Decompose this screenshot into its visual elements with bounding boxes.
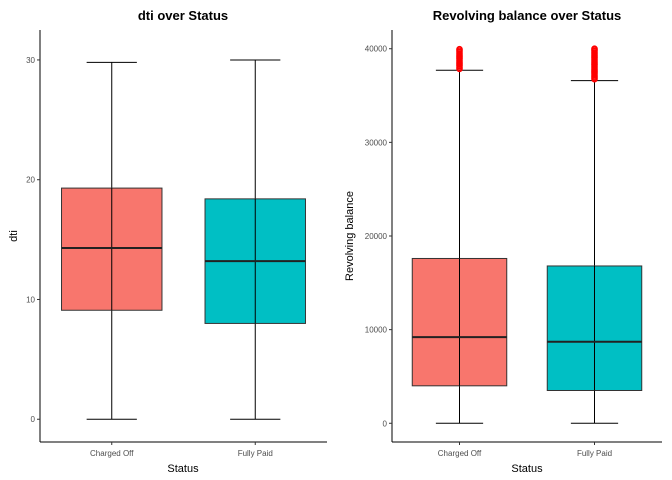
y-axis-title: dti [8,230,20,242]
outlier-point [456,45,463,53]
y-tick-label: 30 [26,56,35,65]
x-tick-label: Fully Paid [238,449,273,458]
y-tick-label: 10 [26,295,35,304]
boxplot-charged-off [411,45,508,424]
y-axis-title: Revolving balance [344,191,356,281]
y-tick-label: 20 [26,176,35,185]
x-axis-title: Status [167,463,199,475]
outlier-point [591,45,598,53]
boxes-layer [411,45,643,424]
x-axis-title: Status [511,463,543,475]
x-tick-label: Fully Paid [577,449,612,458]
x-tick-label: Charged Off [438,449,482,458]
revolving-balance-chart-panel: Revolving balance over Status Status Rev… [344,8,662,475]
y-tick-label: 20000 [365,232,388,241]
boxplot-fully-paid [204,59,306,420]
y-tick-label: 40000 [365,45,388,54]
tick-layer: 0 10000 20000 30000 40000 Charged Off Fully Pa… [365,45,612,458]
y-tick-label: 10000 [365,326,388,335]
y-tick-label: 0 [383,419,388,428]
dti-chart-panel: dti over Status Status dti 0 10 20 30 Charge… [8,8,327,475]
chart-title: Revolving balance over Status [433,8,622,23]
y-tick-label: 0 [31,415,36,424]
boxplot-fully-paid [546,45,643,424]
boxplot-charged-off [61,61,163,420]
boxes-layer [61,59,306,420]
x-tick-label: Charged Off [90,449,134,458]
chart-title: dti over Status [138,8,228,23]
tick-layer: 0 10 20 30 Charged Off Fully Paid [26,56,273,458]
y-tick-label: 30000 [365,138,388,147]
